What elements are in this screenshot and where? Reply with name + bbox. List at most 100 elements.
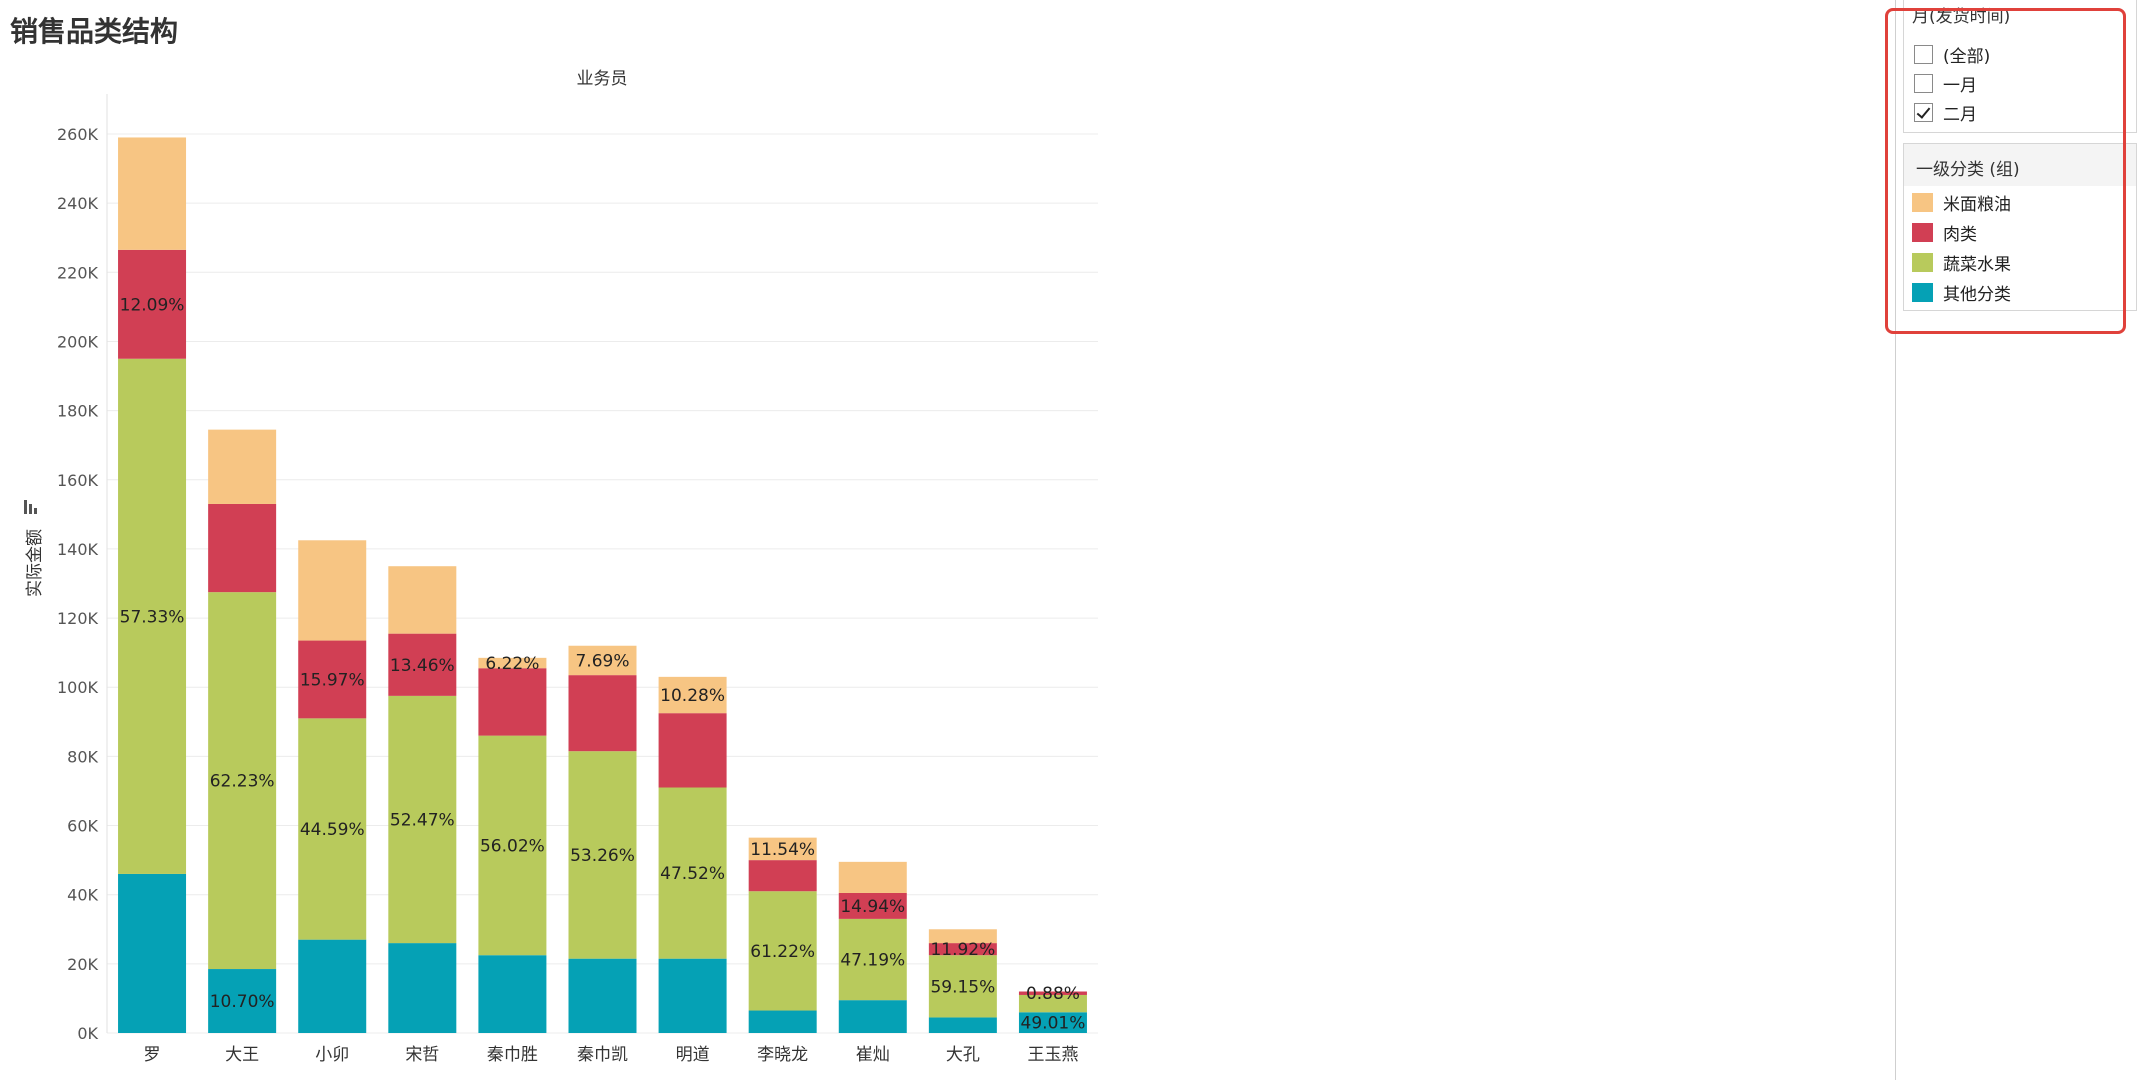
- filter-option-label: 一月: [1943, 75, 1977, 96]
- bar-segment[interactable]: [388, 633, 457, 696]
- bar-segment[interactable]: [118, 873, 187, 1033]
- bar-segment[interactable]: [478, 735, 547, 956]
- checkbox[interactable]: [1914, 73, 1933, 93]
- y-tick-label: 180K: [57, 402, 99, 421]
- bar-segment[interactable]: [388, 566, 457, 634]
- legend-header: 一级分类 (组): [1904, 144, 2136, 186]
- bar-segment[interactable]: [388, 943, 457, 1033]
- bar-segment[interactable]: [298, 718, 367, 940]
- highlight-outline: [1885, 8, 2126, 334]
- bars: [118, 137, 1087, 1033]
- bar-segment[interactable]: [208, 503, 277, 593]
- x-tick-label: 崔灿: [856, 1045, 890, 1065]
- bar-segment[interactable]: [208, 592, 277, 970]
- data-label: 12.09%: [120, 295, 185, 315]
- filter-option-jan[interactable]: 一月: [1914, 71, 1977, 96]
- bar-segment[interactable]: [658, 958, 727, 1033]
- bar-segment[interactable]: [208, 429, 277, 504]
- bar-segment[interactable]: [118, 249, 187, 359]
- bar-segment[interactable]: [748, 837, 817, 861]
- y-axis-ticks: 0K 20K 40K 60K 80K 100K 120K 140K 160K 180K 200K 22…: [57, 125, 99, 1043]
- data-label: 11.92%: [930, 940, 995, 960]
- y-tick-label: 60K: [67, 817, 98, 836]
- filter-option-label: 二月: [1943, 104, 1977, 125]
- bar-segment[interactable]: [838, 892, 907, 919]
- bar-segment[interactable]: [658, 787, 727, 959]
- y-axis-label: 实际金额: [25, 529, 45, 597]
- bar-segment[interactable]: [658, 676, 727, 714]
- bar-segment[interactable]: [1018, 1012, 1087, 1033]
- y-tick-label: 140K: [57, 540, 99, 559]
- bar-segment[interactable]: [838, 918, 907, 1001]
- bar-segment[interactable]: [928, 955, 997, 1018]
- bar-segment[interactable]: [838, 1000, 907, 1033]
- checkbox[interactable]: [1914, 44, 1933, 64]
- bar-segment[interactable]: [658, 713, 727, 788]
- panel-divider: [1895, 0, 1896, 1080]
- bar-segment[interactable]: [298, 540, 367, 641]
- bar-segment[interactable]: [748, 860, 817, 892]
- bar-segment[interactable]: [298, 939, 367, 1033]
- y-axis-title: 实际金额: [25, 529, 45, 597]
- bar-segment[interactable]: [118, 358, 187, 874]
- data-label: 11.54%: [750, 840, 815, 860]
- chart-title: 业务员: [577, 69, 628, 89]
- bar-segment[interactable]: [478, 668, 547, 736]
- legend-item-meat[interactable]: 肉类: [1912, 219, 1977, 245]
- y-axis-sort-icon[interactable]: [24, 500, 37, 514]
- y-tick-label: 40K: [67, 886, 98, 905]
- filter-option-label: (全部): [1943, 46, 1991, 67]
- bar-segment[interactable]: [568, 751, 637, 959]
- data-label: 47.19%: [840, 951, 905, 971]
- legend-item-vegetables-fruit[interactable]: 蔬菜水果: [1912, 249, 2011, 275]
- y-tick-label: 160K: [57, 471, 99, 490]
- y-tick-label: 220K: [57, 263, 99, 282]
- data-label: 49.01%: [1021, 1014, 1086, 1034]
- x-tick-label: 王玉燕: [1027, 1045, 1078, 1065]
- filter-option-feb[interactable]: 二月: [1914, 100, 1977, 125]
- bar-segment[interactable]: [568, 645, 637, 676]
- bar-segment[interactable]: [208, 969, 277, 1033]
- bar-segment[interactable]: [928, 1017, 997, 1033]
- data-label: 53.26%: [570, 846, 635, 866]
- legend-label: 其他分类: [1943, 284, 2011, 305]
- bar-segment[interactable]: [1018, 991, 1087, 995]
- data-label: 44.59%: [300, 820, 365, 840]
- legend-swatch: [1912, 192, 1933, 212]
- y-tick-label: 0K: [77, 1024, 98, 1043]
- filter-title: 月(发货时间): [1912, 7, 2011, 27]
- bar-segment[interactable]: [838, 861, 907, 893]
- bar-segment[interactable]: [568, 958, 637, 1033]
- legend-title: 一级分类 (组): [1916, 160, 2020, 180]
- y-tick-label: 20K: [67, 955, 98, 974]
- y-tick-label: 100K: [57, 678, 99, 697]
- bar-segment[interactable]: [568, 675, 637, 752]
- data-label: 62.23%: [210, 772, 275, 792]
- page-title: 销售品类结构: [10, 15, 179, 48]
- stacked-bar-chart: 业务员 实际金额 0K 20K 40K 60K 80K 100K 120K 140K 160K 1…: [24, 69, 1098, 1065]
- bar-segment[interactable]: [118, 137, 187, 250]
- filter-option-all[interactable]: (全部): [1914, 42, 1991, 67]
- x-axis-ticks: 罗 大王 小卯 宋哲 秦巾胜 秦巾凯 明道 李晓龙 崔灿 大孔 王玉燕: [144, 1045, 1079, 1065]
- legend-label: 蔬菜水果: [1943, 254, 2011, 275]
- data-label: 59.15%: [930, 977, 995, 997]
- checkbox-checked[interactable]: [1914, 102, 1933, 122]
- x-tick-label: 李晓龙: [757, 1045, 808, 1065]
- bar-segment[interactable]: [928, 929, 997, 944]
- legend-item-other[interactable]: 其他分类: [1912, 279, 2011, 305]
- x-tick-label: 小卯: [315, 1045, 349, 1065]
- data-label: 57.33%: [120, 607, 185, 627]
- legend-item-grain-oil[interactable]: 米面粮油: [1912, 189, 2011, 215]
- bar-segment[interactable]: [748, 1010, 817, 1033]
- bar-segment[interactable]: [928, 943, 997, 956]
- bar-segment[interactable]: [1018, 994, 1087, 1013]
- bar-segment[interactable]: [478, 955, 547, 1033]
- bar-segment[interactable]: [298, 640, 367, 719]
- x-tick-label: 宋哲: [405, 1045, 439, 1065]
- bar-segment[interactable]: [478, 657, 547, 669]
- bar-segment[interactable]: [388, 695, 457, 944]
- data-label: 6.22%: [485, 654, 539, 674]
- x-tick-label: 罗: [144, 1045, 161, 1065]
- x-tick-label: 明道: [676, 1045, 710, 1065]
- bar-segment[interactable]: [748, 891, 817, 1011]
